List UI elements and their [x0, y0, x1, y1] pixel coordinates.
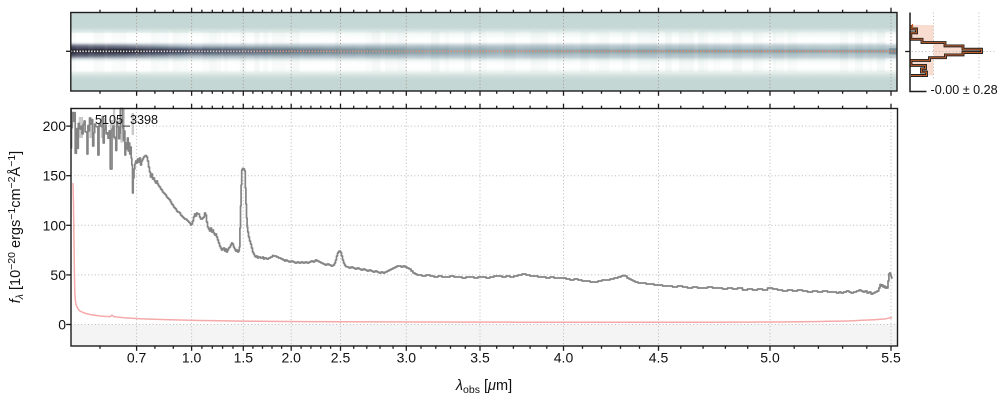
svg-text:100: 100 — [43, 217, 67, 233]
svg-text:5.0: 5.0 — [760, 349, 780, 365]
svg-text:4.5: 4.5 — [649, 349, 669, 365]
svg-text:λobs [μm]: λobs [μm] — [455, 378, 512, 396]
svg-text:2.5: 2.5 — [331, 349, 351, 365]
svg-text:-0.00 ± 0.28: -0.00 ± 0.28 — [931, 83, 998, 97]
svg-text:3.5: 3.5 — [470, 349, 490, 365]
svg-text:3.0: 3.0 — [397, 349, 417, 365]
svg-text:5105_3398: 5105_3398 — [95, 113, 158, 127]
svg-text:2.0: 2.0 — [281, 349, 301, 365]
svg-text:50: 50 — [50, 267, 66, 283]
svg-text:200: 200 — [43, 118, 67, 134]
svg-text:0.7: 0.7 — [127, 349, 147, 365]
svg-text:150: 150 — [43, 168, 67, 184]
svg-text:1.5: 1.5 — [234, 349, 254, 365]
svg-text:1.0: 1.0 — [182, 349, 202, 365]
svg-text:4.0: 4.0 — [554, 349, 574, 365]
svg-text:5.5: 5.5 — [881, 349, 901, 365]
svg-text:0: 0 — [58, 317, 66, 333]
svg-text:fλ [10−20 ergs−1cm−2Å−1]: fλ [10−20 ergs−1cm−2Å−1] — [6, 151, 26, 303]
